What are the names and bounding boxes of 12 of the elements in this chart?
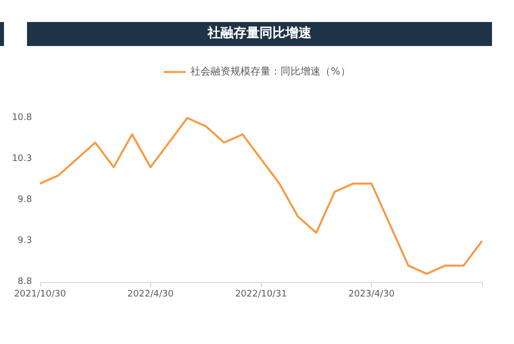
y-tick-label: 10.3 xyxy=(12,154,32,164)
x-tick-label: 2022/4/30 xyxy=(127,290,174,300)
chart-title: 社融存量同比增速 xyxy=(27,22,492,46)
y-tick-label: 8.8 xyxy=(18,277,32,287)
x-tick-label: 2021/10/30 xyxy=(14,290,66,300)
y-tick-label: 9.8 xyxy=(18,195,32,205)
x-tick-label: 2023/4/30 xyxy=(348,290,395,300)
y-tick-label: 9.3 xyxy=(18,236,32,246)
line-series xyxy=(39,117,483,275)
y-tick-label: 10.8 xyxy=(12,113,32,123)
x-tick-label: 2022/10/31 xyxy=(235,290,287,300)
legend-label: 社会融资规模存量：同比增速（%） xyxy=(190,66,350,78)
